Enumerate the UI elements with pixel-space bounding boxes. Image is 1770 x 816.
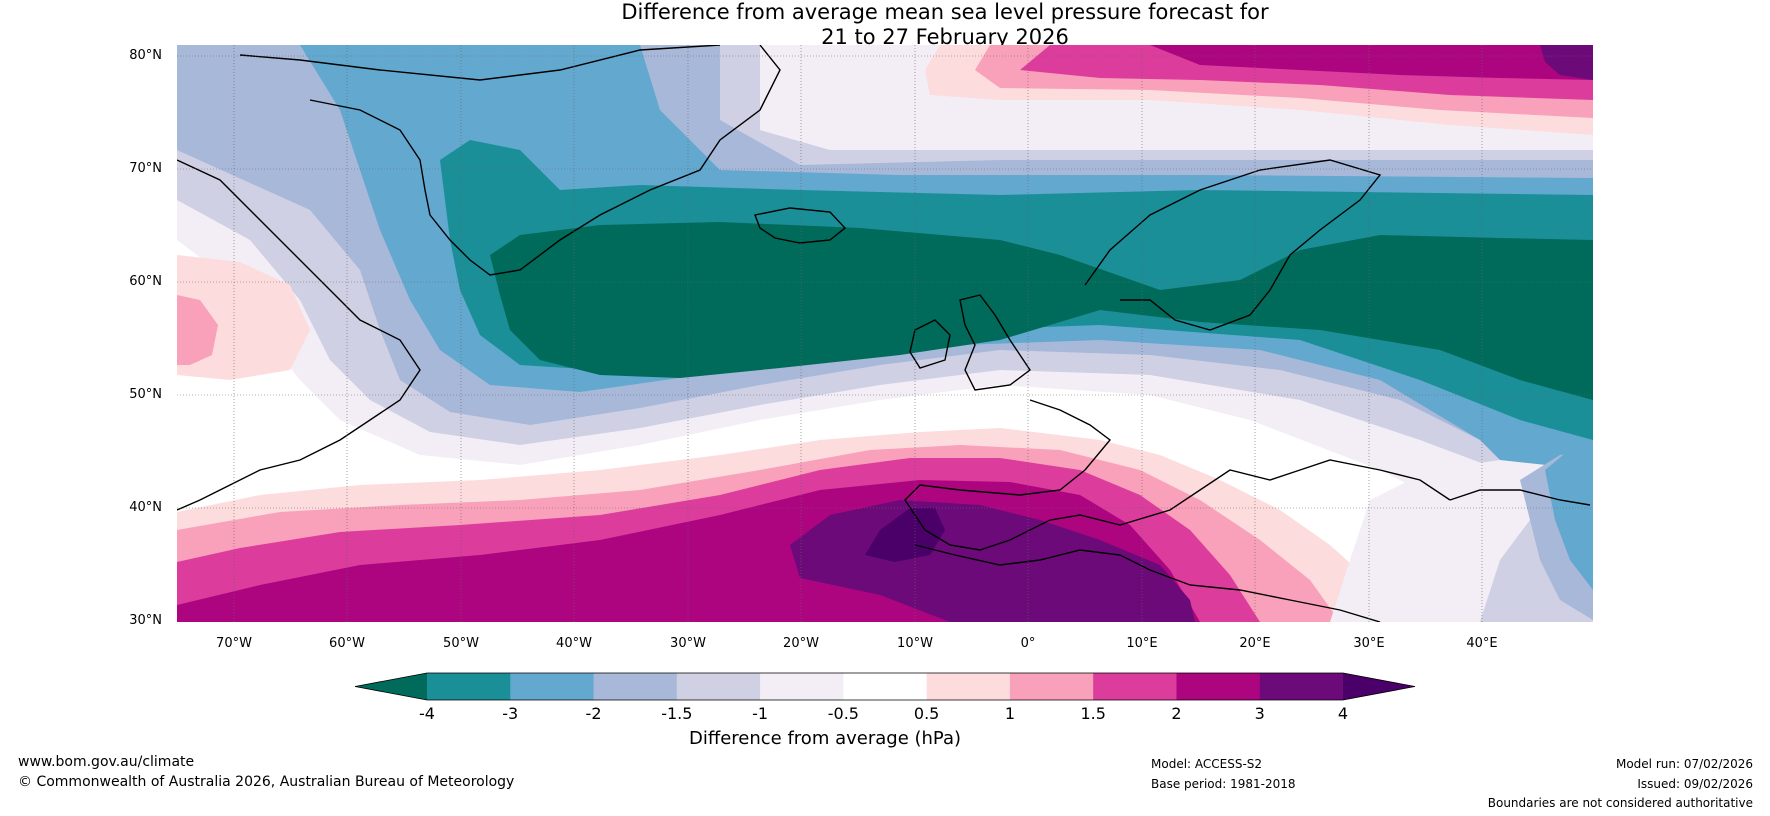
contour-plus-3-north xyxy=(1540,45,1593,80)
colorbar-outline xyxy=(354,672,1416,701)
colorbar-tick-label: -4 xyxy=(419,704,435,723)
lat-label-80n: 80°N xyxy=(129,48,162,63)
footer-copyright: © Commonwealth of Australia 2026, Austra… xyxy=(18,774,515,790)
footer-issued: Issued: 09/02/2026 xyxy=(1637,777,1753,791)
colorbar-tick-label: -3 xyxy=(502,704,519,723)
lat-label-50n: 50°N xyxy=(129,387,162,402)
contour-minus-2-southeast xyxy=(1545,440,1593,590)
colorbar-label: Difference from average (hPa) xyxy=(688,728,962,749)
lon-label-20w: 20°W xyxy=(783,636,819,651)
colorbar-tick-label: 3 xyxy=(1254,704,1265,723)
footer-model-run: Model run: 07/02/2026 xyxy=(1615,757,1753,771)
lon-label-70w: 70°W xyxy=(216,636,252,651)
ireland-coast xyxy=(909,319,951,369)
lon-label-10e: 10°E xyxy=(1126,636,1158,651)
lat-label-40n: 40°N xyxy=(129,500,162,515)
lon-label-20e: 20°E xyxy=(1239,636,1271,651)
coastlines xyxy=(177,45,1591,622)
contour-plus-2-north xyxy=(1150,45,1593,80)
lon-label-30w: 30°W xyxy=(670,636,706,651)
lat-label-30n: 30°N xyxy=(129,613,162,628)
iceland-coast xyxy=(754,207,847,244)
colorbar-tick-label: 1 xyxy=(1004,704,1015,723)
lon-label-50w: 50°W xyxy=(443,636,479,651)
colorbar-tick-label: 4 xyxy=(1337,704,1349,723)
colorbar-tick-label: -2 xyxy=(585,704,602,723)
greenland-coast xyxy=(239,45,781,276)
lon-label-0: 0° xyxy=(1020,636,1036,651)
footer-model: Model: ACCESS-S2 xyxy=(1151,757,1263,771)
colorbar-segment xyxy=(1259,673,1344,700)
contour-plus-1-west xyxy=(177,295,218,365)
contour-minus-4 xyxy=(490,222,1593,400)
graticule xyxy=(177,45,1593,622)
chart-title: Difference from average mean sea level p… xyxy=(60,0,1770,50)
colorbar-tick-label: 0.5 xyxy=(913,704,940,723)
colorbar-extend-low xyxy=(355,673,427,700)
lon-label-30e: 30°E xyxy=(1353,636,1385,651)
lon-label-60w: 60°W xyxy=(329,636,365,651)
colorbar-segment xyxy=(1176,673,1261,700)
colorbar-segment xyxy=(593,673,678,700)
colorbar-tick-label: -1 xyxy=(752,704,769,723)
title-line-1: Difference from average mean sea level p… xyxy=(621,0,1269,24)
colorbar-tick-label: -1.5 xyxy=(661,704,693,723)
colorbar-segment xyxy=(510,673,595,700)
britain-coast xyxy=(959,294,1031,391)
black-sea-coast xyxy=(1449,489,1591,506)
colorbar-tick-label: -0.5 xyxy=(827,704,859,723)
north-america-coast xyxy=(177,159,421,511)
colorbar-segment xyxy=(926,673,1011,700)
colorbar-segment xyxy=(427,673,511,700)
colorbar-segment xyxy=(1093,673,1177,700)
footer-base-period: Base period: 1981-2018 xyxy=(1151,777,1296,791)
colorbar-tick-label: 1.5 xyxy=(1080,704,1106,723)
colorbar-tick-label: 2 xyxy=(1171,704,1182,723)
lon-label-10w: 10°W xyxy=(897,636,933,651)
colorbar-segment xyxy=(1009,673,1094,700)
colorbar-segment xyxy=(760,673,844,700)
colorbar xyxy=(354,672,1416,701)
lon-label-40w: 40°W xyxy=(556,636,592,651)
africa-coast xyxy=(914,544,1381,622)
pressure-anomaly-field xyxy=(177,45,1593,622)
footer-disclaimer: Boundaries are not considered authoritat… xyxy=(1487,796,1753,810)
footer-website: www.bom.gov.au/climate xyxy=(18,754,195,770)
lon-label-40e: 40°E xyxy=(1466,636,1498,651)
colorbar-segment xyxy=(676,673,761,700)
contour-plus-4-south xyxy=(865,508,945,562)
lat-label-60n: 60°N xyxy=(129,274,162,289)
europe-coast xyxy=(904,399,1451,551)
lat-label-70n: 70°N xyxy=(129,161,162,176)
colorbar-segment xyxy=(843,673,928,700)
colorbar-extend-high xyxy=(1343,673,1415,700)
scandinavia-coast xyxy=(1084,159,1382,331)
